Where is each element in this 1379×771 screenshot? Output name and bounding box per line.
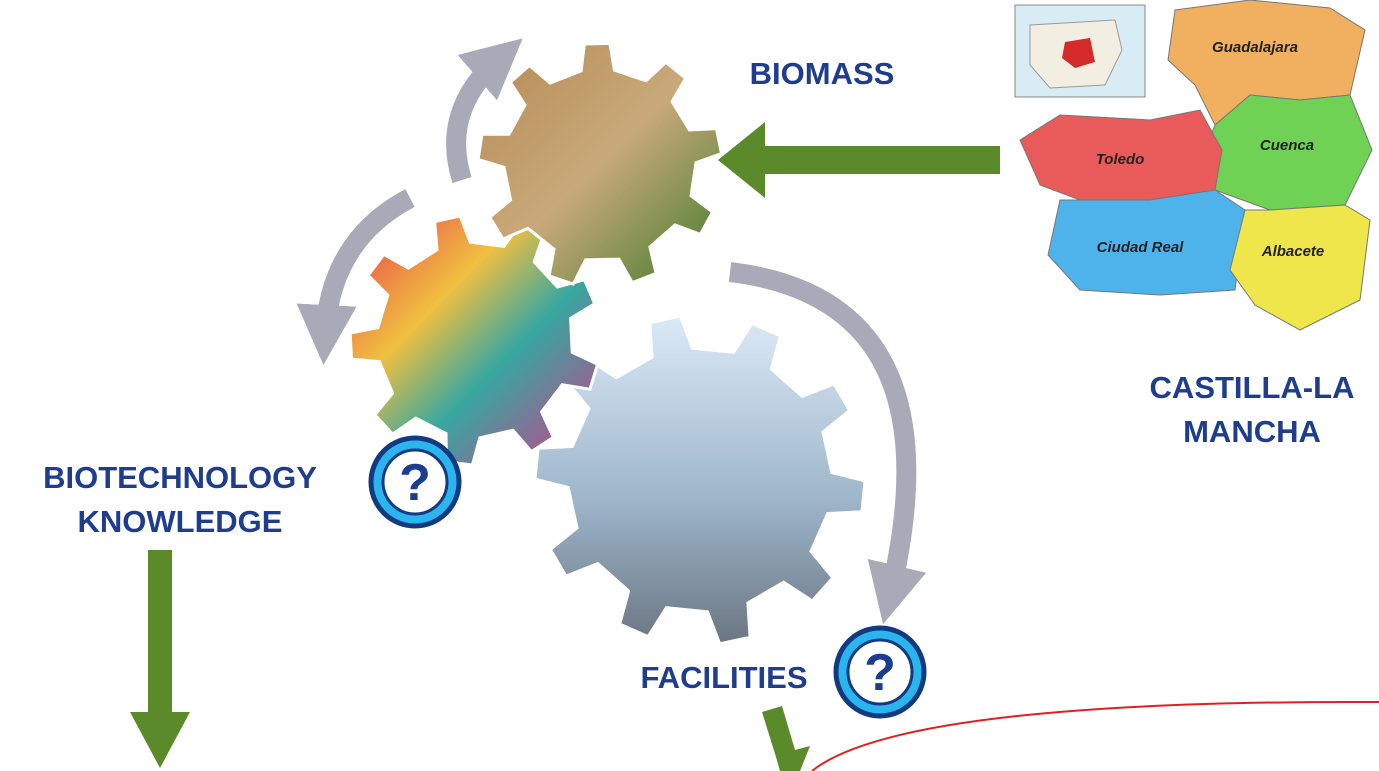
biomass-label: BIOMASS <box>750 56 895 91</box>
gear <box>533 314 867 646</box>
question-icon <box>846 638 914 706</box>
arrow <box>718 122 1000 198</box>
region <box>1062 38 1095 68</box>
question-mark: ? <box>399 454 431 512</box>
gear <box>476 41 724 286</box>
biotech-label: KNOWLEDGE <box>78 504 283 539</box>
biotech-label: BIOTECHNOLOGY <box>43 460 317 495</box>
arrow <box>130 550 190 768</box>
facilities-label: FACILITIES <box>640 660 807 695</box>
cycle-arrow <box>728 262 927 625</box>
cycle-arrow <box>296 189 415 365</box>
arc <box>811 700 1379 771</box>
region-label: CASTILLA-LA <box>1150 370 1355 405</box>
cycle-arrow <box>446 38 523 183</box>
region-label: MANCHA <box>1183 414 1321 449</box>
province <box>1229 204 1371 331</box>
province-label: Ciudad Real <box>1097 239 1185 256</box>
province-label: Cuenca <box>1260 137 1314 154</box>
gears <box>348 41 867 646</box>
province-label: Toledo <box>1096 151 1145 168</box>
arrow <box>762 706 810 771</box>
province-label: Guadalajara <box>1212 39 1298 56</box>
province <box>1019 109 1223 201</box>
question-mark: ? <box>864 644 896 702</box>
province-label: Albacete <box>1261 243 1325 260</box>
province <box>1047 189 1246 296</box>
question-icon <box>381 448 449 516</box>
map: Guadalajara Cuenca Toledo Ciudad Real Al… <box>1014 0 1373 331</box>
